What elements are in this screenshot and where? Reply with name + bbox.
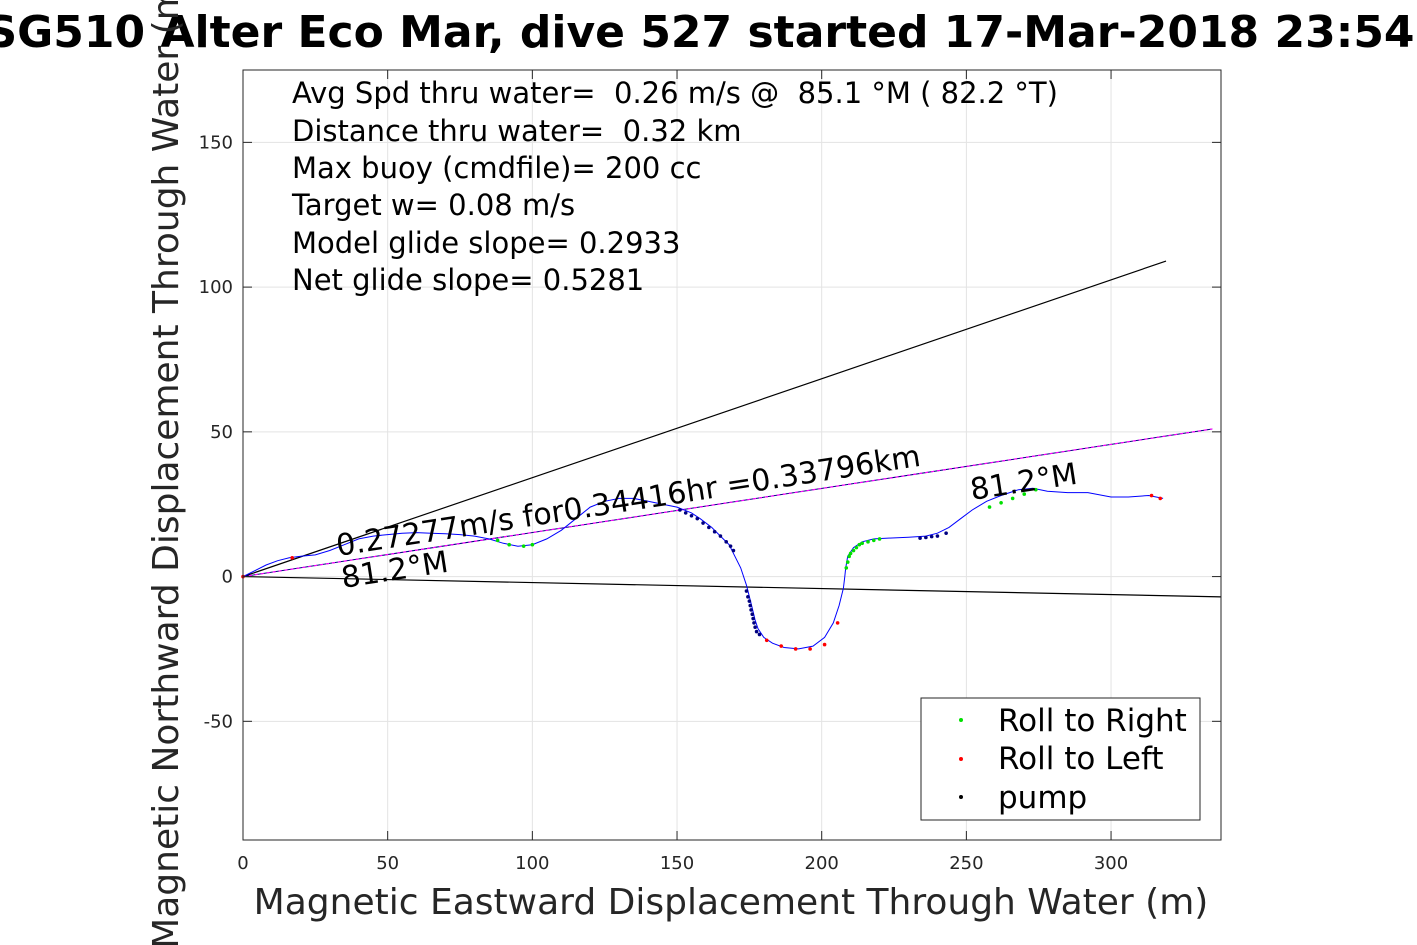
pump-point (731, 548, 736, 553)
legend-label-roll-right: Roll to Right (998, 703, 1187, 739)
roll-right-point (1034, 487, 1038, 492)
pump-point (701, 521, 705, 525)
legend-label-pump: pump (998, 780, 1087, 816)
dive-track-line (242, 487, 1164, 650)
roll-right-point (1010, 496, 1015, 501)
track-layer (242, 487, 1164, 650)
annotation-block: Avg Spd thru water= 0.26 m/s @ 85.1 °M (… (291, 76, 1058, 297)
annotation-max-buoy: Max buoy (cmdfile)= 200 cc (292, 151, 701, 185)
x-tick-label: 200 (805, 853, 839, 874)
roll-right-point (854, 545, 859, 550)
y-axis-label: Magnetic Northward Displacement Through … (146, 0, 187, 945)
roll-left-point (793, 647, 798, 651)
roll-left-point (835, 621, 840, 625)
pump-point (746, 595, 750, 599)
y-tick-label: -50 (204, 711, 233, 732)
pump-point (744, 589, 749, 593)
pump-point (757, 632, 762, 637)
roll-right-point (866, 540, 870, 544)
roll-right-point (845, 560, 850, 564)
legend-marker-pump (959, 795, 963, 799)
roll-right-point (877, 537, 882, 541)
annotation-distance: Distance thru water= 0.32 km (292, 114, 742, 148)
roll-right-point (987, 505, 992, 509)
grid (242, 70, 1221, 840)
chart-title: SG510 Alter Eco Mar, dive 527 started 17… (0, 7, 1415, 58)
pump-point (750, 612, 755, 617)
x-tick-label: 250 (949, 853, 983, 874)
x-tick-label: 0 (237, 853, 248, 874)
x-tick-label: 150 (660, 853, 694, 874)
pump-point (752, 621, 756, 625)
legend-box (920, 697, 1201, 821)
y-tick-label: 150 (199, 132, 233, 153)
legend: Roll to Right Roll to Left pump (920, 697, 1201, 821)
pump-point (724, 540, 729, 544)
pump-point (944, 531, 948, 535)
legend-marker-roll-right (959, 718, 963, 722)
roll-right-point (999, 500, 1003, 505)
tick-labels: 0 50 100 150 200 250 300 -50 0 50 100 150 (199, 70, 1221, 874)
annotation-model-glide: Model glide slope= 0.2933 (292, 226, 680, 260)
y-tick-label: 100 (199, 277, 233, 298)
roll-left-point (1149, 493, 1154, 498)
annotation-avg-speed: Avg Spd thru water= 0.26 m/s @ 85.1 °M (… (292, 76, 1058, 110)
legend-label-roll-left: Roll to Left (998, 741, 1164, 777)
x-tick-label: 50 (376, 853, 399, 874)
pump-point (683, 511, 688, 515)
roll-right-point (507, 542, 512, 547)
roll-left-point (290, 555, 294, 560)
pump-point (695, 516, 700, 521)
roll-right-point (1022, 492, 1027, 496)
pump-point (678, 508, 682, 512)
pump-point (718, 534, 723, 538)
roll-right-point (871, 538, 876, 543)
roll-right-point (857, 542, 862, 547)
pump-point (751, 616, 755, 621)
reference-line-lower (242, 575, 1222, 598)
roll-right-point (851, 548, 856, 553)
roll-left-point (1158, 496, 1163, 501)
pump-point (748, 603, 753, 608)
pump-point (689, 513, 694, 518)
reference-line-net (242, 428, 1213, 578)
roll-left-point (808, 647, 812, 651)
roll-left-point (779, 644, 783, 648)
annotation-net-glide: Net glide slope= 0.5281 (292, 263, 644, 297)
pump-point (924, 535, 928, 540)
annotation-target-w: Target w= 0.08 m/s (291, 188, 575, 222)
pump-point (918, 536, 922, 540)
marker-layer (241, 487, 1163, 651)
axes-frame (242, 69, 1222, 841)
roll-right-point (495, 538, 500, 543)
reference-line-upper (242, 260, 1167, 578)
roll-right-point (521, 544, 526, 548)
pump-point (728, 544, 733, 548)
roll-right-point (848, 551, 853, 556)
pump-point (707, 525, 711, 530)
roll-left-point (822, 642, 827, 647)
roll-right-point (860, 541, 865, 546)
pump-point (754, 629, 759, 634)
roll-right-point (530, 542, 535, 547)
pump-point (929, 534, 934, 539)
pump-point (935, 534, 940, 538)
roll-left-point (764, 638, 769, 643)
x-axis-label: Magnetic Eastward Displacement Through W… (254, 882, 1209, 923)
pump-point (747, 599, 752, 603)
x-tick-label: 100 (515, 853, 549, 874)
pump-point (712, 529, 717, 534)
x-tick-label: 300 (1094, 853, 1128, 874)
roll-right-point (847, 554, 851, 559)
roll-right-point (844, 566, 849, 570)
y-tick-label: 50 (210, 422, 233, 443)
y-tick-label: 0 (222, 567, 233, 588)
pump-point (753, 625, 757, 630)
reference-lines (242, 260, 1222, 598)
legend-marker-roll-left (959, 757, 963, 761)
pump-point (749, 608, 753, 612)
